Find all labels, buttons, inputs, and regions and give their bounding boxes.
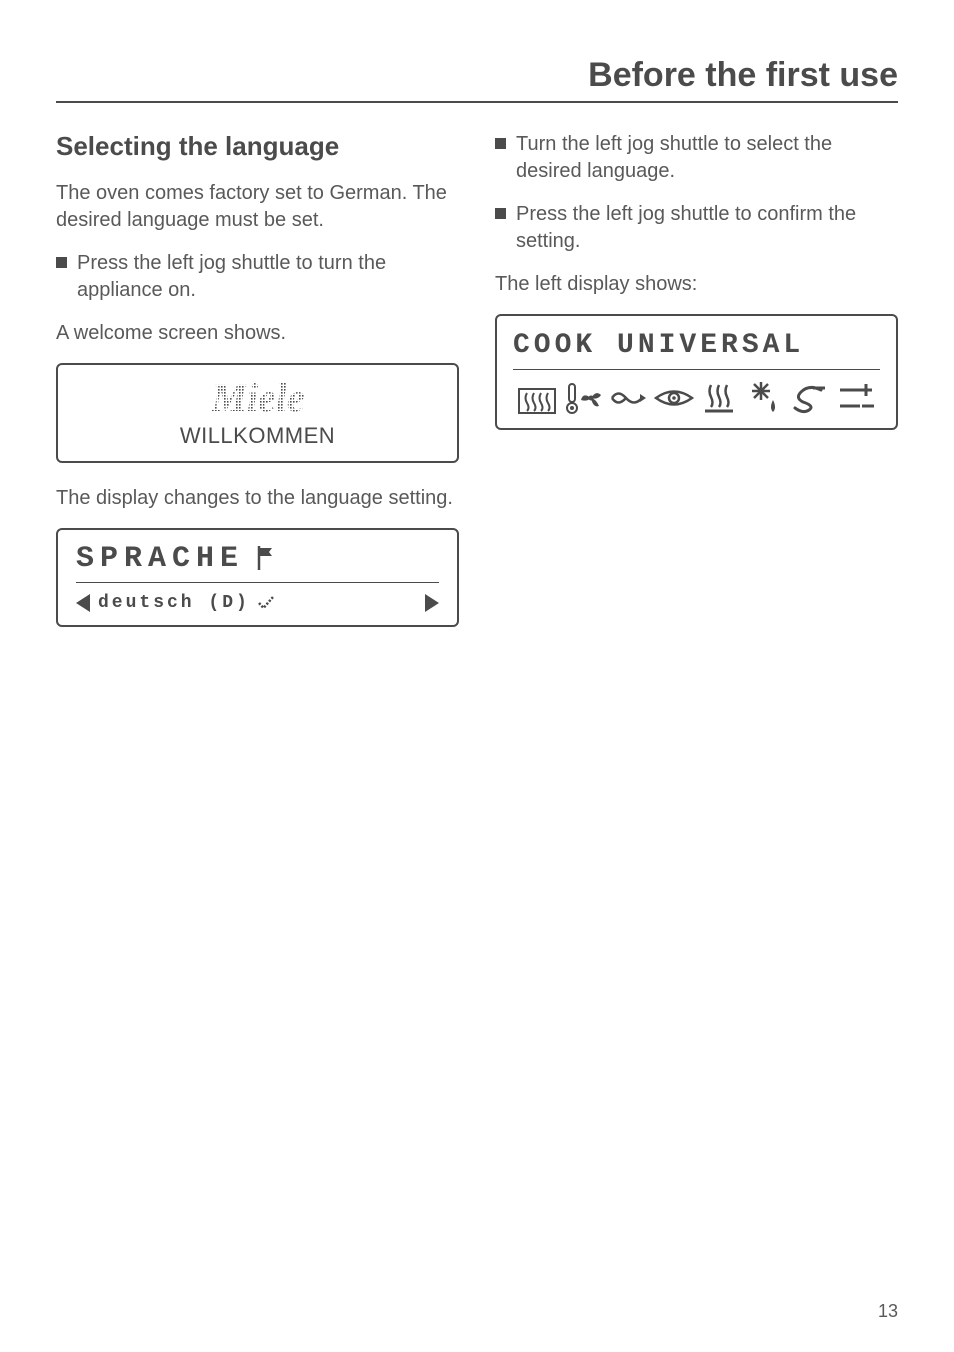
cook-display: COOK UNIVERSAL [495,314,898,430]
bullet-text: Press the left jog shuttle to confirm th… [516,201,898,255]
bullet-square-icon [495,208,506,219]
language-heading-text: SPRACHE [76,542,244,576]
result-line: The left display shows: [495,271,898,298]
right-triangle-icon [425,594,439,612]
language-option-text: deutsch (D) [98,593,250,613]
thermometer-fan-icon [561,378,605,418]
language-option-row: deutsch (D) [76,593,439,613]
asterisk-droplet-icon [743,378,787,418]
bullet-square-icon [495,138,506,149]
bullet-item: Press the left jog shuttle to confirm th… [495,201,898,255]
plus-minus-lines-icon [834,378,878,418]
check-icon [258,596,274,610]
miele-logo-row: Miele [76,377,439,419]
subheading: Selecting the language [56,131,459,162]
infinity-arrow-icon [606,378,650,418]
bullet-item: Press the left jog shuttle to turn the a… [56,250,459,304]
section-title: Before the first use [56,56,898,103]
flag-icon [256,546,276,570]
language-display: SPRACHE deutsch (D) [56,528,459,627]
after-welcome-text: The display changes to the language sett… [56,485,459,512]
svg-text:Miele: Miele [210,377,304,419]
eye-circle-icon [652,378,696,418]
cook-display-text: COOK UNIVERSAL [513,330,880,370]
bullet-square-icon [56,257,67,268]
heat-waves-boxed-icon [515,378,559,418]
bullet-text: Press the left jog shuttle to turn the a… [77,250,459,304]
language-header: SPRACHE [76,542,439,583]
cook-icons-row [513,378,880,418]
left-column: Selecting the language The oven comes fa… [56,131,459,649]
welcome-text: WILLKOMMEN [76,423,439,449]
right-column: Turn the left jog shuttle to select the … [495,131,898,649]
language-option-left: deutsch (D) [76,593,274,613]
intro-text: The oven comes factory set to German. Th… [56,180,459,234]
bullet-text: Turn the left jog shuttle to select the … [516,131,898,185]
welcome-display: Miele WILLKOMMEN [56,363,459,463]
heat-waves-underline-icon [697,378,741,418]
page-number: 13 [878,1301,898,1322]
two-column-layout: Selecting the language The oven comes fa… [56,131,898,649]
welcome-screen-line: A welcome screen shows. [56,320,459,347]
bullet-item: Turn the left jog shuttle to select the … [495,131,898,185]
left-triangle-icon [76,594,90,612]
miele-dotted-logo-icon: Miele [128,377,388,419]
s-arrow-icon [788,378,832,418]
